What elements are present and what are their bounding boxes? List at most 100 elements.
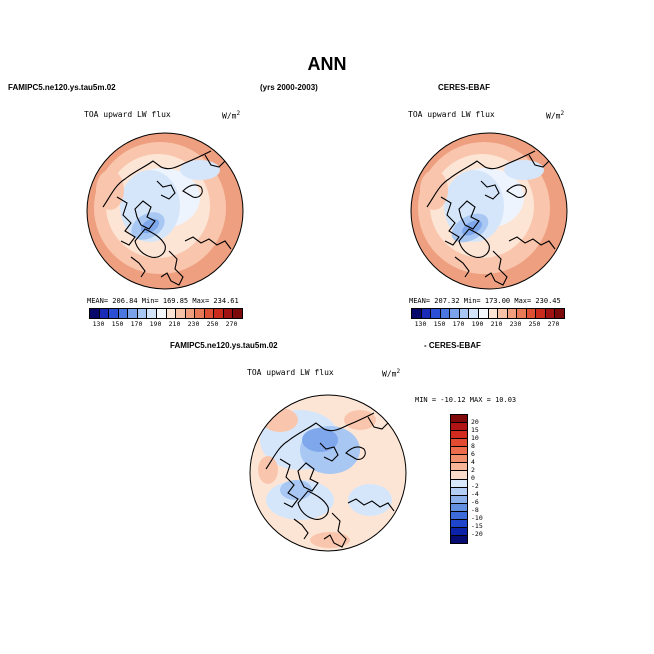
diff-colorbar-swatch (451, 519, 467, 528)
years-label: (yrs 2000-2003) (260, 83, 318, 92)
obs-colorbar-swatch (488, 309, 499, 318)
model-colorbar-swatch (214, 309, 224, 318)
diff-colorbar-swatch (451, 415, 467, 424)
model-colorbar-swatch (233, 309, 242, 318)
model-colorbar-swatch (223, 309, 234, 318)
diff-colorbar-swatch (451, 487, 467, 496)
diff-obs-label: - CERES-EBAF (424, 341, 481, 350)
model-colorbar-tick-label: 210 (168, 320, 181, 328)
model-colorbar-swatch (147, 309, 157, 318)
diff-colorbar-tick-label: 20 (471, 418, 479, 426)
obs-colorbar (411, 308, 565, 319)
diff-colorbar-swatch (451, 503, 467, 512)
model-colorbar-swatch (195, 309, 205, 318)
obs-colorbar-swatch (498, 309, 508, 318)
model-stats: MEAN= 206.84 Min= 169.85 Max= 234.61 (87, 297, 239, 305)
model-case-label: FAMIPC5.ne120.ys.tau5m.02 (8, 83, 116, 92)
obs-colorbar-swatch (478, 309, 489, 318)
model-colorbar-swatch (128, 309, 138, 318)
diff-colorbar-swatch (451, 527, 467, 536)
diff-colorbar-tick-label: 8 (471, 442, 475, 450)
model-colorbar-tick-label: 170 (130, 320, 143, 328)
diff-colorbar-swatch (451, 447, 467, 456)
obs-colorbar-swatch (507, 309, 518, 318)
diff-colorbar-tick-label: -6 (471, 498, 479, 506)
obs-colorbar-swatch (421, 309, 432, 318)
diff-colorbar-swatch (451, 535, 467, 543)
diff-colorbar-tick-label: -20 (471, 530, 483, 538)
obs-colorbar-swatch (459, 309, 470, 318)
diff-colorbar (450, 414, 468, 544)
diff-colorbar-tick-label: -2 (471, 482, 479, 490)
model-units-label: W/m2 (222, 110, 241, 121)
obs-colorbar-tick-label: 170 (452, 320, 465, 328)
diff-colorbar-swatch (451, 439, 467, 448)
diff-colorbar-swatch (451, 423, 467, 432)
obs-colorbar-tick-label: 270 (547, 320, 560, 328)
model-colorbar-tick-label: 190 (149, 320, 162, 328)
diff-colorbar-swatch (451, 431, 467, 440)
obs-colorbar-swatch (469, 309, 479, 318)
model-colorbar-swatch (156, 309, 167, 318)
model-colorbar-tick-label: 230 (187, 320, 200, 328)
page-title: ANN (307, 54, 347, 74)
obs-colorbar-swatch (545, 309, 556, 318)
diff-colorbar-swatch (451, 495, 467, 504)
diff-colorbar-tick-label: 4 (471, 458, 475, 466)
obs-units-label: W/m2 (546, 110, 565, 121)
model-colorbar-tick-label: 270 (225, 320, 238, 328)
obs-colorbar-swatch (536, 309, 546, 318)
diff-colorbar-tick-label: -4 (471, 490, 479, 498)
model-colorbar-tick-label: 250 (206, 320, 219, 328)
model-colorbar-tick-label: 130 (92, 320, 105, 328)
diff-colorbar-tick-label: -15 (471, 522, 483, 530)
obs-colorbar-swatch (431, 309, 441, 318)
obs-colorbar-swatch (555, 309, 564, 318)
model-colorbar-swatch (137, 309, 148, 318)
diff-colorbar-swatch (451, 479, 467, 488)
model-colorbar (89, 308, 243, 319)
diff-units-label: W/m2 (382, 368, 401, 379)
diff-colorbar-tick-label: -8 (471, 506, 479, 514)
obs-colorbar-swatch (412, 309, 422, 318)
diff-colorbar-tick-label: 6 (471, 450, 475, 458)
obs-colorbar-tick-label: 210 (490, 320, 503, 328)
diff-colorbar-swatch (451, 455, 467, 464)
obs-colorbar-swatch (450, 309, 460, 318)
obs-colorbar-tick-label: 150 (433, 320, 446, 328)
diff-colorbar-tick-label: -10 (471, 514, 483, 522)
model-colorbar-swatch (176, 309, 186, 318)
model-colorbar-swatch (90, 309, 100, 318)
diff-colorbar-tick-label: 2 (471, 466, 475, 474)
diff-model-label: FAMIPC5.ne120.ys.tau5m.02 (170, 341, 278, 350)
obs-colorbar-labels: 130 150 170 190 210 230 250 270 (411, 320, 563, 330)
model-colorbar-swatch (99, 309, 110, 318)
diff-colorbar-labels: 20 15 10 8 6 4 2 0 -2 -4 -6 -8 -10 -15 -20 (471, 414, 501, 542)
model-variable-label: TOA upward LW flux (84, 110, 171, 119)
diff-colorbar-tick-label: 15 (471, 426, 479, 434)
model-colorbar-labels: 130 150 170 190 210 230 250 270 (89, 320, 241, 330)
obs-colorbar-tick-label: 130 (414, 320, 427, 328)
diff-colorbar-swatch (451, 511, 467, 520)
obs-colorbar-swatch (440, 309, 451, 318)
diff-colorbar-swatch (451, 471, 467, 480)
model-colorbar-tick-label: 150 (111, 320, 124, 328)
obs-label: CERES-EBAF (438, 83, 491, 92)
model-colorbar-swatch (166, 309, 177, 318)
obs-colorbar-tick-label: 250 (528, 320, 541, 328)
model-colorbar-swatch (118, 309, 129, 318)
diff-colorbar-tick-label: 0 (471, 474, 475, 482)
diff-colorbar-swatch (451, 463, 467, 472)
model-colorbar-swatch (204, 309, 215, 318)
obs-colorbar-swatch (517, 309, 527, 318)
diff-variable-label: TOA upward LW flux (247, 368, 334, 377)
diff-stats: MIN = -10.12 MAX = 10.03 (415, 396, 517, 404)
obs-variable-label: TOA upward LW flux (408, 110, 495, 119)
model-colorbar-swatch (109, 309, 119, 318)
obs-colorbar-swatch (526, 309, 537, 318)
model-colorbar-swatch (185, 309, 196, 318)
obs-colorbar-tick-label: 190 (471, 320, 484, 328)
obs-stats: MEAN= 207.32 Min= 173.00 Max= 230.45 (409, 297, 561, 305)
obs-colorbar-tick-label: 230 (509, 320, 522, 328)
